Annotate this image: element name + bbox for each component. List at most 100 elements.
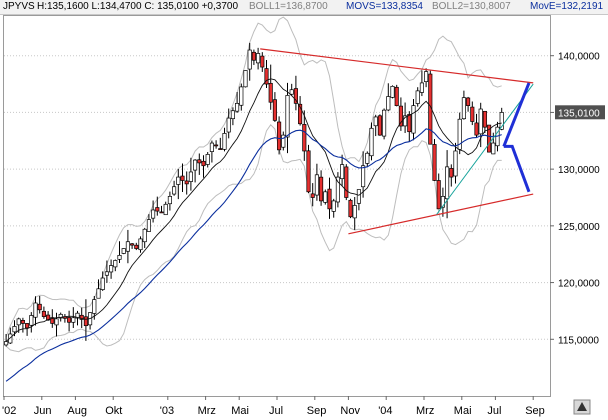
candle-body — [96, 288, 101, 299]
forecast-down-line — [503, 144, 531, 193]
candle-body — [159, 211, 164, 214]
x-tick-label: Jun — [34, 405, 52, 417]
candle-body — [243, 70, 248, 88]
candle-body — [394, 86, 399, 106]
y-tick-label: 115,0000 — [558, 335, 599, 346]
candle-body — [457, 118, 462, 150]
candle-body — [251, 51, 256, 61]
x-tick-label: Sep — [307, 405, 327, 417]
candle-body — [264, 68, 269, 85]
candle-body — [184, 180, 189, 185]
candle-body — [398, 105, 403, 127]
candle-body — [461, 97, 466, 120]
candle-body — [230, 110, 235, 120]
candle-body — [214, 144, 219, 147]
candle-body — [403, 115, 408, 127]
x-tick-label: Jul — [487, 405, 501, 417]
ohlc-readout: H:135,1600 L:134,4700 C: 135,0100 +0,370… — [37, 1, 239, 12]
candle-body — [369, 127, 374, 157]
candle-body — [188, 171, 193, 182]
x-tick-label: '03 — [160, 405, 174, 417]
candle-body — [151, 209, 156, 219]
candle-body — [67, 317, 72, 323]
x-tick-label: Mrz — [198, 405, 216, 417]
y-tick-label: 120,0000 — [558, 279, 600, 290]
triangle-lower-line — [348, 193, 534, 235]
candle-body — [29, 315, 34, 326]
candle-body — [155, 207, 160, 212]
candle-body — [197, 159, 202, 164]
candles — [4, 42, 504, 347]
candle-body — [268, 82, 273, 103]
x-tick-label: Jul — [269, 405, 283, 417]
boll2-readout: BOLL2=130,8007 — [432, 1, 511, 12]
candle-body — [361, 165, 366, 188]
forecast-up-line — [502, 82, 531, 147]
candle-body — [205, 154, 210, 165]
candle-body — [344, 166, 349, 198]
candle-body — [424, 71, 429, 82]
candle-body — [411, 105, 416, 134]
candle-body — [193, 159, 198, 171]
candle-body — [449, 168, 454, 178]
move-readout: MovE=132,2191 — [530, 1, 604, 12]
candle-body — [499, 112, 504, 130]
candle-body — [319, 176, 324, 202]
bollinger-upper — [5, 16, 502, 338]
candle-body — [12, 326, 17, 333]
candle-body — [113, 260, 118, 268]
candle-body — [440, 196, 445, 208]
candle-body — [109, 265, 114, 273]
candle-body — [415, 90, 420, 104]
candle-body — [134, 244, 139, 249]
candle-body — [487, 124, 492, 153]
candle-body — [466, 97, 471, 106]
candle-body — [482, 110, 487, 128]
candle-body — [235, 102, 240, 112]
candle-body — [281, 134, 286, 148]
candle-body — [293, 88, 298, 104]
candle-body — [260, 55, 265, 68]
candle-body — [491, 142, 496, 155]
candle-body — [289, 89, 294, 95]
candle-body — [117, 254, 122, 260]
last-price-box — [555, 105, 605, 120]
candle-body — [20, 320, 25, 324]
candle-body — [377, 115, 382, 136]
candle-body — [226, 117, 231, 133]
candle-body — [327, 188, 332, 210]
candle-body — [323, 191, 328, 203]
y-tick-label: 130,0000 — [558, 165, 600, 176]
candle-body — [222, 133, 227, 150]
candle-body — [79, 314, 84, 320]
candle-body — [209, 142, 214, 152]
candle-body — [277, 121, 282, 151]
candle-body — [75, 312, 80, 319]
candle-body — [382, 109, 387, 137]
candle-body — [83, 316, 88, 327]
candle-body — [340, 164, 345, 180]
plot-area — [4, 16, 550, 382]
candle-body — [356, 189, 361, 204]
navigation-icon-arrow — [577, 402, 587, 411]
candle-body — [298, 103, 303, 125]
candle-body — [470, 106, 475, 122]
candle-body — [25, 323, 30, 329]
candle-body — [419, 82, 424, 93]
x-tick-label: Nov — [340, 405, 360, 417]
candle-body — [58, 313, 63, 319]
candle-body — [390, 85, 395, 98]
candle-body — [8, 333, 13, 344]
candle-body — [407, 114, 412, 133]
candle-body — [478, 108, 483, 135]
candle-body — [306, 150, 311, 193]
candle-body — [436, 180, 441, 210]
candle-body — [92, 299, 97, 314]
symbol-label: JPYVS — [3, 1, 35, 12]
y-tick-label: 125,0000 — [558, 222, 600, 233]
navigation-icon[interactable] — [573, 399, 591, 415]
x-tick-label: '02 — [2, 405, 16, 417]
candle-body — [176, 176, 181, 185]
triangle-upper-line — [260, 48, 534, 84]
